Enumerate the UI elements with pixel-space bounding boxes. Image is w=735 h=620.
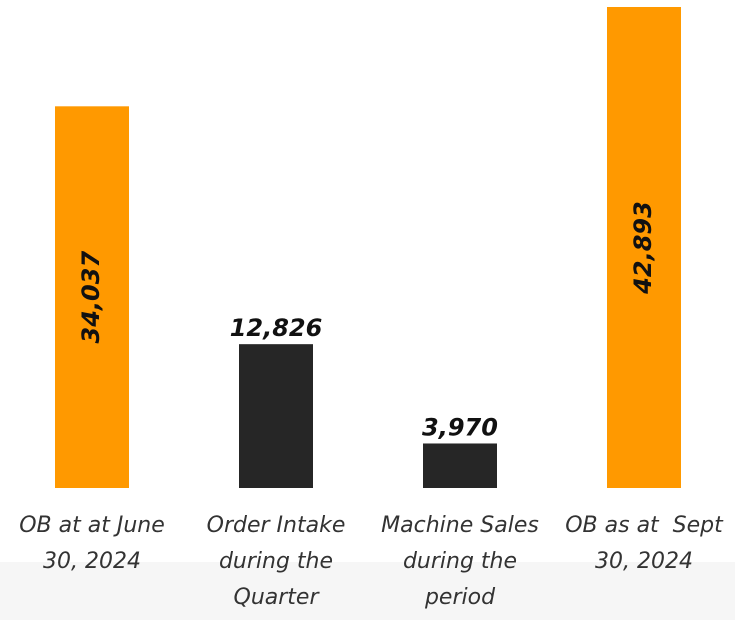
x-tick-label: OB as at Sept 30, 2024 xyxy=(565,513,730,574)
value-label: 3,970 xyxy=(422,413,498,441)
footer-band xyxy=(0,562,735,620)
value-label: 42,893 xyxy=(629,201,657,295)
value-label: 12,826 xyxy=(230,314,323,342)
x-tick-label: Order Intake during the Quarter xyxy=(206,513,353,610)
bar xyxy=(55,106,129,488)
bar xyxy=(239,344,313,488)
value-label: 34,037 xyxy=(77,251,105,344)
x-tick-label: Machine Sales during the period xyxy=(381,513,546,610)
x-tick-label: OB at at June 30, 2024 xyxy=(19,513,172,574)
bar xyxy=(423,443,497,488)
bar xyxy=(607,7,681,488)
